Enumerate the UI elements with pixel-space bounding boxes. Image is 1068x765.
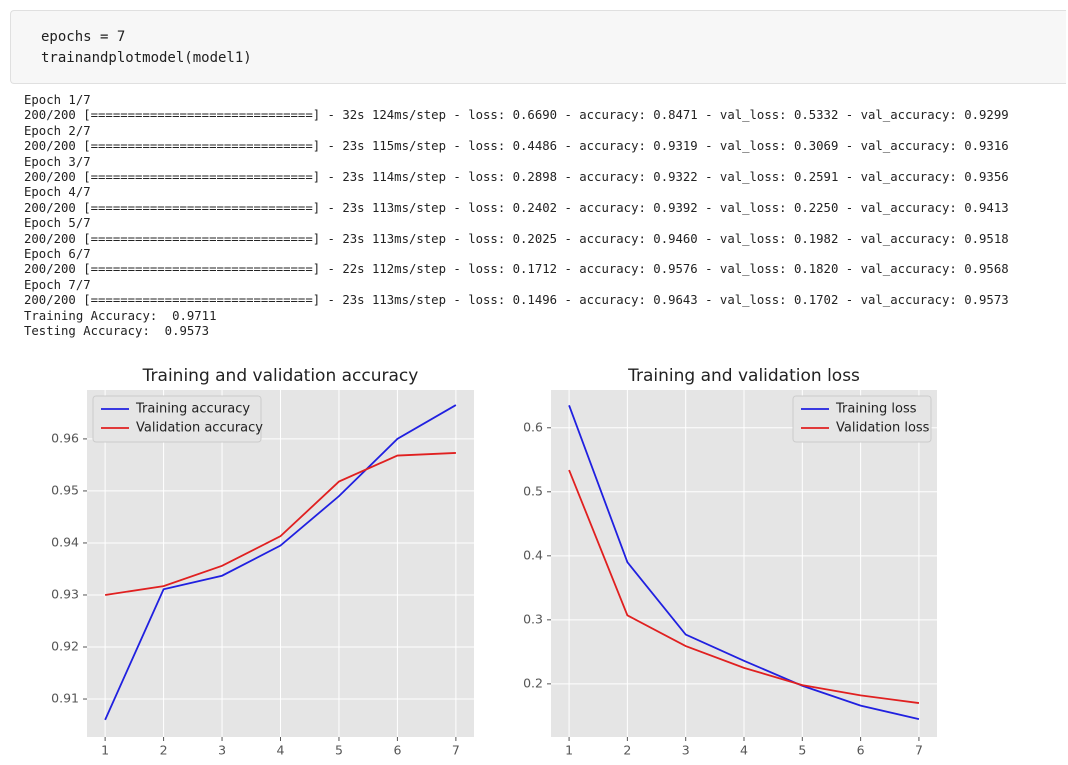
x-tick-label: 7: [915, 743, 923, 758]
x-tick-label: 4: [277, 743, 285, 758]
legend-box: [92, 395, 262, 443]
output-line: Epoch 2/7: [24, 123, 91, 138]
x-tick-label: 1: [565, 743, 573, 758]
output-line: 200/200 [==============================]…: [24, 231, 1009, 246]
output-line: Training Accuracy: 0.9711: [24, 308, 217, 323]
cell-output: Epoch 1/7 200/200 [======================…: [24, 93, 1009, 340]
x-tick-label: 3: [682, 743, 690, 758]
code-cell[interactable]: epochs = 7 trainandplotmodel(model1): [10, 10, 1066, 84]
output-line: 200/200 [==============================]…: [24, 170, 1009, 185]
x-tick-label: 5: [335, 743, 343, 758]
x-tick-label: 7: [452, 743, 460, 758]
y-tick-label: 0.91: [51, 691, 79, 706]
output-line: Epoch 1/7: [24, 93, 91, 107]
line-series: [568, 469, 920, 704]
y-tick-label: 0.94: [51, 534, 79, 549]
legend-label: Validation loss: [836, 421, 930, 436]
y-tick-label: 0.4: [523, 547, 543, 562]
legend-label: Training accuracy: [135, 402, 250, 417]
x-tick-label: 2: [623, 743, 631, 758]
code-line: epochs = 7: [41, 29, 126, 45]
code: epochs = 7 trainandplotmodel(model1): [41, 27, 252, 69]
line-series: [104, 404, 457, 721]
output-line: Epoch 6/7: [24, 247, 91, 262]
x-tick-label: 5: [798, 743, 806, 758]
x-tick-label: 6: [393, 743, 401, 758]
legend-label: Training loss: [835, 402, 917, 417]
output-line: Epoch 7/7: [24, 277, 91, 292]
output-line: 200/200 [==============================]…: [24, 139, 1009, 154]
y-tick-label: 0.93: [51, 586, 79, 601]
x-tick-label: 1: [101, 743, 109, 758]
charts: Training and validation accuracy 0.91 0.92…: [51, 366, 937, 758]
x-tick-label: 6: [857, 743, 865, 758]
output-line: Epoch 5/7: [24, 216, 91, 231]
x-tick-label: 4: [740, 743, 748, 758]
line-series: [568, 405, 920, 720]
x-tick-label: 2: [160, 743, 168, 758]
y-tick-label: 0.95: [51, 482, 79, 497]
y-tick-label: 0.5: [523, 483, 543, 498]
output-line: Epoch 4/7: [24, 185, 91, 200]
output-line: Epoch 3/7: [24, 154, 91, 169]
x-tick-label: 3: [218, 743, 226, 758]
line-series: [104, 452, 456, 596]
y-tick-label: 0.6: [523, 419, 543, 434]
code-line: trainandplotmodel(model1): [41, 50, 252, 66]
output-line: 200/200 [==============================]…: [24, 200, 1009, 215]
y-tick-label: 0.3: [523, 611, 543, 626]
legend-label: Validation accuracy: [136, 421, 263, 436]
output-line: 200/200 [==============================]…: [24, 293, 1009, 308]
output-line: 200/200 [==============================]…: [24, 262, 1009, 277]
y-tick-label: 0.96: [51, 430, 79, 445]
chart-title: Training and validation loss: [627, 366, 860, 386]
output-line: 200/200 [==============================]…: [24, 108, 1009, 123]
y-tick-label: 0.2: [523, 675, 543, 690]
output-line: Testing Accuracy: 0.9573: [24, 324, 210, 339]
y-tick-label: 0.92: [51, 638, 79, 653]
legend-box: [792, 395, 932, 443]
chart-title: Training and validation accuracy: [142, 366, 419, 386]
